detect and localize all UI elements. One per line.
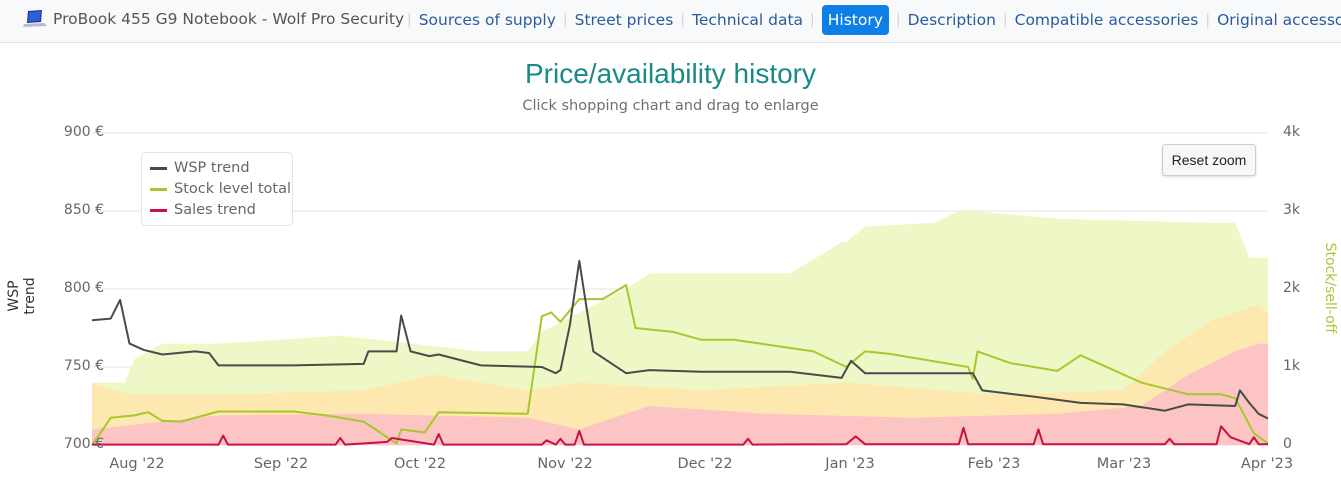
nav-link-description[interactable]: Description <box>907 11 996 29</box>
x-tick-apr-23: Apr '23 <box>1240 456 1294 472</box>
legend-label: WSP trend <box>174 160 250 176</box>
legend-label: Sales trend <box>174 202 256 218</box>
x-tick-jan-23: Jan '23 <box>825 456 875 472</box>
nav-separator: | <box>1205 12 1211 28</box>
y-tick-800: 800 € <box>63 280 104 296</box>
laptop-icon <box>23 10 47 27</box>
nav-link-technical-data[interactable]: Technical data <box>692 11 804 29</box>
nav-separator: | <box>895 12 901 28</box>
x-tick-oct-22: Oct '22 <box>393 456 447 472</box>
legend-swatch-wsp <box>150 166 167 170</box>
y-right-tick-4k: 4k <box>1283 124 1301 140</box>
nav-separator: | <box>810 12 815 28</box>
product-nav-bar: ProBook 455 G9 Notebook - Wolf Pro Secur… <box>0 0 1341 43</box>
nav-separator: | <box>562 12 568 28</box>
x-tick-mar-23: Mar '23 <box>1096 456 1152 472</box>
chart-legend: WSP trend Stock level total Sales trend <box>141 152 293 226</box>
nav-link-original-accessories[interactable]: Original accessories <box>1217 11 1341 29</box>
stock-areas <box>92 211 1268 445</box>
legend-label: Stock level total <box>174 181 291 197</box>
legend-item-wsp-trend[interactable]: WSP trend <box>150 158 250 178</box>
nav-separator: | <box>407 12 412 28</box>
y-tick-750: 750 € <box>63 358 104 374</box>
nav-links: | Sources of supply | Street prices | Te… <box>400 4 1341 36</box>
x-tick-dec-22: Dec '22 <box>677 456 733 472</box>
series-lines <box>91 259 1269 446</box>
x-tick-sep-22: Sep '22 <box>253 456 309 472</box>
y-right-tick-3k: 3k <box>1283 202 1301 218</box>
y-tick-850: 850 € <box>63 202 104 218</box>
legend-item-stock-level[interactable]: Stock level total <box>150 179 291 199</box>
legend-item-sales-trend[interactable]: Sales trend <box>150 200 256 220</box>
nav-link-sources-of-supply[interactable]: Sources of supply <box>418 11 556 29</box>
y-right-tick-2k: 2k <box>1283 280 1301 296</box>
y-tick-900: 900 € <box>63 124 104 140</box>
legend-swatch-stock <box>150 187 167 191</box>
nav-separator: | <box>680 12 686 28</box>
chart-subtitle: Click shopping chart and drag to enlarge <box>522 98 819 114</box>
y-right-tick-0: 0 <box>1283 436 1292 452</box>
y-right-tick-1k: 1k <box>1283 358 1301 374</box>
product-title: ProBook 455 G9 Notebook - Wolf Pro Secur… <box>53 10 405 28</box>
y-axis-title-right: Stock/sell-off <box>1322 242 1338 334</box>
nav-link-history[interactable]: History <box>821 5 889 35</box>
x-tick-feb-23: Feb '23 <box>967 456 1021 472</box>
y-axis-title-left: WSP trend <box>6 277 38 315</box>
chart-title: Price/availability history <box>525 58 816 89</box>
y-tick-700: 700 € <box>63 436 104 452</box>
reset-zoom-button[interactable]: Reset zoom <box>1162 144 1256 176</box>
nav-link-compatible-accessories[interactable]: Compatible accessories <box>1014 11 1199 29</box>
x-tick-aug-22: Aug '22 <box>109 456 165 472</box>
x-tick-nov-22: Nov '22 <box>537 456 593 472</box>
legend-swatch-sales <box>150 208 167 212</box>
nav-link-street-prices[interactable]: Street prices <box>574 11 674 29</box>
nav-separator: | <box>1002 12 1008 28</box>
